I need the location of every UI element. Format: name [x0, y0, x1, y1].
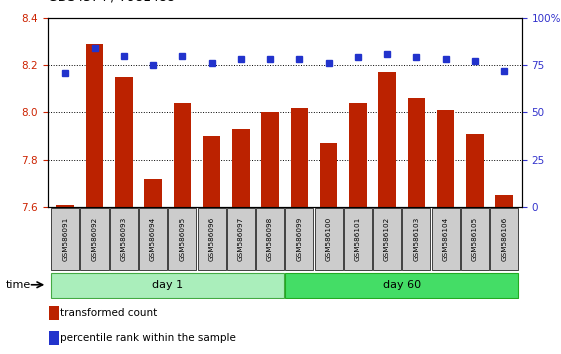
Text: GSM586092: GSM586092	[91, 217, 98, 261]
Bar	[378, 72, 396, 207]
Text: GSM586103: GSM586103	[413, 217, 420, 261]
Text: GSM586094: GSM586094	[150, 217, 156, 261]
Bar	[349, 103, 367, 207]
Bar	[344, 209, 372, 269]
Bar	[49, 306, 59, 320]
Bar	[197, 209, 226, 269]
Text: GSM586093: GSM586093	[121, 217, 127, 261]
Bar	[115, 77, 132, 207]
Bar	[431, 209, 459, 269]
Bar	[49, 331, 59, 344]
Bar	[402, 209, 430, 269]
Bar	[51, 209, 79, 269]
Bar	[168, 209, 196, 269]
Bar	[110, 209, 138, 269]
Bar	[286, 209, 314, 269]
Text: GSM586104: GSM586104	[443, 217, 449, 261]
Bar	[227, 209, 255, 269]
Text: GSM586095: GSM586095	[180, 217, 185, 261]
Bar	[139, 209, 167, 269]
Bar	[286, 273, 518, 298]
Bar	[261, 112, 279, 207]
Bar	[291, 108, 308, 207]
Bar	[86, 44, 103, 207]
Bar	[51, 273, 284, 298]
Text: GSM586097: GSM586097	[238, 217, 244, 261]
Bar	[461, 209, 489, 269]
Bar	[203, 136, 220, 207]
Text: percentile rank within the sample: percentile rank within the sample	[61, 332, 236, 343]
Text: day 60: day 60	[383, 280, 421, 290]
Text: GSM586100: GSM586100	[325, 217, 332, 261]
Text: GSM586099: GSM586099	[296, 217, 302, 261]
Bar	[495, 195, 513, 207]
Text: transformed count: transformed count	[61, 308, 158, 318]
Text: day 1: day 1	[152, 280, 183, 290]
Bar	[373, 209, 401, 269]
Text: GDS4374 / 7981488: GDS4374 / 7981488	[48, 0, 174, 4]
Text: GSM586106: GSM586106	[501, 217, 507, 261]
Text: GSM586096: GSM586096	[209, 217, 214, 261]
Bar	[320, 143, 337, 207]
Text: GSM586101: GSM586101	[355, 217, 361, 261]
Bar	[408, 98, 425, 207]
Bar	[57, 205, 74, 207]
Bar	[466, 134, 484, 207]
Bar	[315, 209, 343, 269]
Bar	[80, 209, 108, 269]
Text: GSM586098: GSM586098	[267, 217, 273, 261]
Text: GSM586105: GSM586105	[472, 217, 478, 261]
Bar	[490, 209, 518, 269]
Bar	[437, 110, 454, 207]
Text: GSM586091: GSM586091	[62, 217, 68, 261]
Text: GSM586102: GSM586102	[384, 217, 390, 261]
Bar	[173, 103, 191, 207]
Bar	[232, 129, 250, 207]
Text: time: time	[6, 280, 31, 290]
Bar	[144, 179, 162, 207]
Bar	[256, 209, 284, 269]
